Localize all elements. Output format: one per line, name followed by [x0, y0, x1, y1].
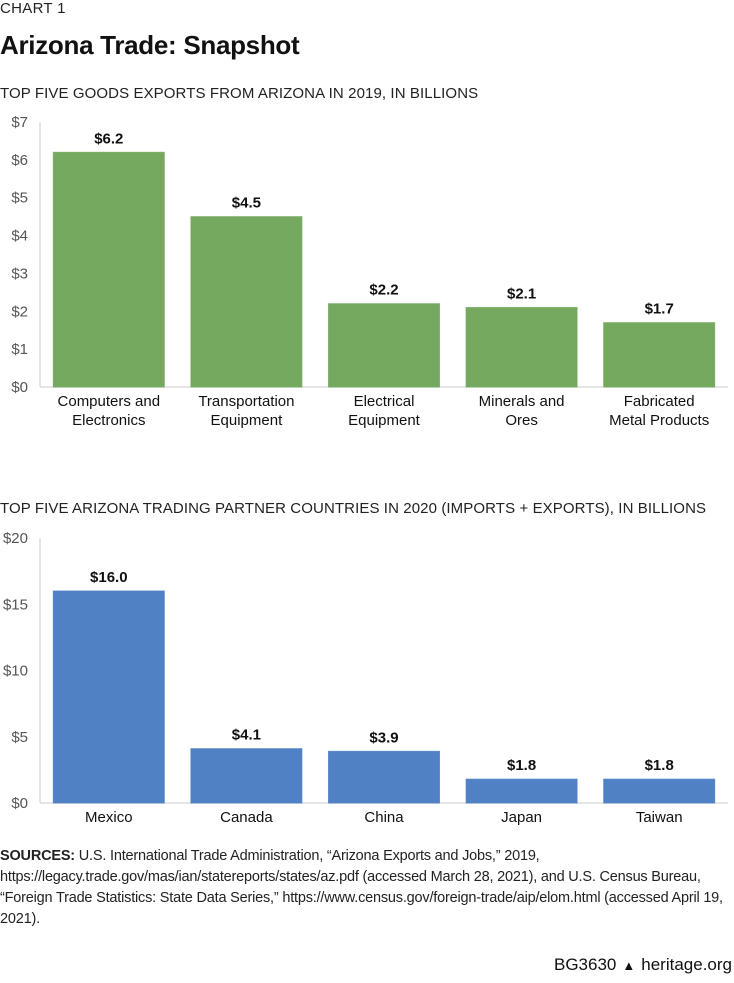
- bar: [465, 778, 578, 804]
- data-label: $16.0: [90, 569, 128, 586]
- data-label: $1.8: [507, 757, 536, 774]
- y-tick-label: $20: [3, 530, 28, 547]
- y-tick-label: $5: [11, 729, 28, 746]
- liberty-bell-icon: ▲: [622, 958, 636, 973]
- chart-kicker: CHART 1: [0, 0, 66, 17]
- data-label: $3.9: [369, 729, 398, 746]
- category-label: China: [364, 809, 404, 826]
- category-label: Mexico: [85, 809, 133, 826]
- report-code: BG3630: [554, 955, 617, 974]
- y-tick-label: $0: [11, 795, 28, 812]
- y-tick-label: $3: [11, 265, 28, 282]
- bar: [190, 216, 303, 388]
- data-label: $2.2: [369, 282, 398, 299]
- category-label: Canada: [220, 809, 273, 826]
- category-label: Electrical: [354, 393, 415, 410]
- y-tick-label: $4: [11, 228, 28, 245]
- data-label: $6.2: [94, 130, 123, 147]
- y-tick-label: $2: [11, 303, 28, 320]
- y-tick-label: $10: [3, 663, 28, 680]
- data-label: $1.7: [645, 301, 674, 318]
- footer: BG3630 ▲ heritage.org: [554, 955, 732, 975]
- category-label: Taiwan: [636, 809, 683, 826]
- data-label: $2.1: [507, 286, 536, 303]
- y-tick-label: $5: [11, 190, 28, 207]
- y-tick-label: $15: [3, 596, 28, 613]
- sources-note: SOURCES: U.S. International Trade Admini…: [0, 846, 734, 930]
- bar: [328, 750, 440, 804]
- y-tick-label: $1: [11, 341, 28, 358]
- y-tick-label: $0: [11, 379, 28, 396]
- data-label: $4.5: [232, 195, 261, 212]
- category-label: Transportation: [198, 393, 294, 410]
- category-label: Japan: [501, 809, 542, 826]
- data-label: $4.1: [232, 727, 261, 744]
- bar: [52, 590, 165, 804]
- data-label: $1.8: [645, 757, 674, 774]
- category-label: Ores: [505, 412, 538, 429]
- bar: [190, 748, 303, 804]
- sources-label: SOURCES:: [0, 848, 75, 864]
- bar: [603, 778, 716, 804]
- category-label: Equipment: [348, 412, 421, 429]
- y-tick-label: $7: [11, 114, 28, 131]
- category-label: Fabricated: [624, 393, 695, 410]
- category-label: Minerals and: [479, 393, 565, 410]
- bar: [52, 151, 165, 388]
- sources-text: U.S. International Trade Administration,…: [0, 848, 723, 927]
- category-label: Computers and: [58, 393, 161, 410]
- category-label: Equipment: [211, 412, 284, 429]
- exports-bar-chart: $0 $1 $2 $3 $4 $5 $6 $7 $6.2 Computers and Electro…: [11, 114, 728, 429]
- category-label: Metal Products: [609, 412, 709, 429]
- partners-bar-chart: $0 $5 $10 $15 $20 $16.0 Mexico $4.1 Canada $3.9 Ch…: [3, 530, 728, 826]
- site-link[interactable]: heritage.org: [641, 955, 732, 974]
- bar: [465, 307, 578, 388]
- chart1-title: TOP FIVE GOODS EXPORTS FROM ARIZONA IN 2…: [0, 85, 479, 102]
- y-tick-label: $6: [11, 152, 28, 169]
- page-title: Arizona Trade: Snapshot: [0, 30, 300, 60]
- bar: [328, 303, 440, 388]
- chart2-title: TOP FIVE ARIZONA TRADING PARTNER COUNTRI…: [0, 500, 707, 517]
- category-label: Electronics: [72, 412, 145, 429]
- bar: [603, 322, 716, 388]
